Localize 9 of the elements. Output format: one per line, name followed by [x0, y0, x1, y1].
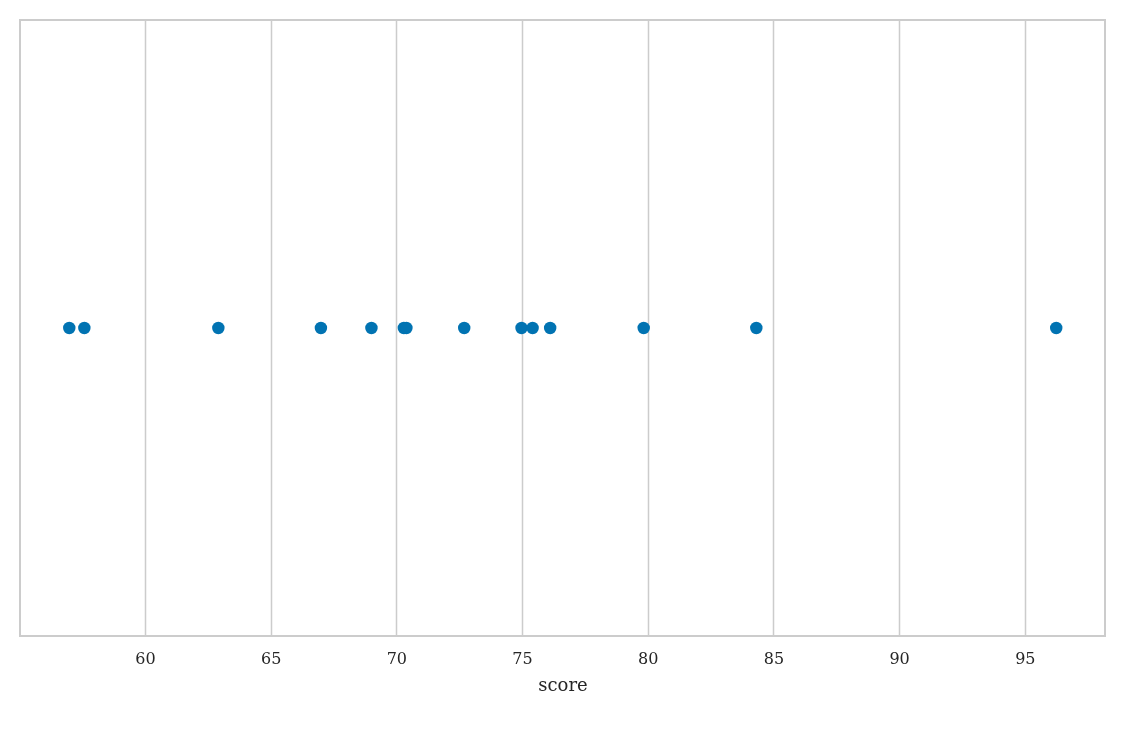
x-tick-label: 80 [638, 648, 659, 668]
x-tick-label: 75 [512, 648, 533, 668]
x-tick-label: 65 [260, 648, 282, 668]
x-axis-title: score [538, 673, 588, 695]
x-tick-label: 70 [386, 648, 408, 668]
x-tick-label: 85 [763, 648, 785, 668]
x-tick-label: 90 [889, 648, 910, 668]
x-tick-label: 60 [135, 648, 156, 668]
x-tick-label: 95 [1015, 648, 1036, 668]
